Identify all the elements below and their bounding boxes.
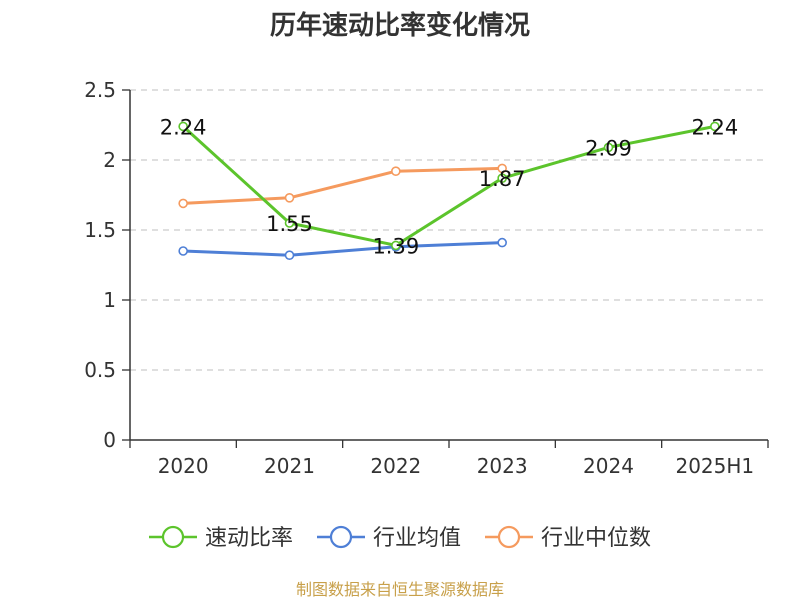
legend[interactable]: 速动比率 行业均值 行业中位数: [149, 525, 651, 551]
data-labels: 2.24 1.55 1.39 1.87 2.09 2.24: [160, 115, 738, 258]
series-group: [178, 121, 720, 260]
x-tick-label: 2023: [477, 454, 528, 478]
series-point: [603, 142, 614, 153]
legend-item-0[interactable]: 速动比率: [149, 525, 293, 551]
series-point: [497, 163, 507, 174]
data-label: 1.87: [479, 167, 526, 191]
series-point: [391, 166, 401, 176]
legend-label: 行业均值: [373, 526, 461, 551]
data-label: 1.55: [266, 212, 313, 236]
x-tick-label: 2025H1: [675, 454, 754, 478]
legend-label: 行业中位数: [541, 526, 651, 551]
grid-lines: [130, 89, 768, 371]
legend-item-1[interactable]: 行业均值: [317, 525, 461, 551]
x-tick-label: 2024: [583, 454, 634, 478]
series-point: [178, 246, 188, 256]
y-tick-label: 0: [103, 428, 116, 452]
y-tick-label: 1: [103, 288, 116, 312]
y-tick-label: 0.5: [84, 358, 116, 382]
series-point: [391, 240, 401, 251]
y-tick-label: 1.5: [84, 218, 116, 242]
legend-circle-icon: [329, 525, 353, 549]
series-line-1: [183, 241, 503, 257]
x-tick-label: 2020: [158, 454, 209, 478]
series-line-0: [182, 124, 716, 247]
y-tick-label: 2.5: [84, 78, 116, 102]
series-point: [710, 121, 720, 132]
data-label: 2.24: [691, 115, 738, 139]
x-tick-label: 2022: [370, 454, 421, 478]
legend-circle-icon: [497, 525, 521, 549]
series-point: [178, 198, 188, 209]
legend-circle-icon: [161, 525, 185, 549]
source-note: 制图数据来自恒生聚源数据库: [296, 580, 504, 599]
y-tick-label: 2: [103, 148, 116, 172]
series-line-2: [183, 166, 503, 205]
series-point: [284, 193, 295, 203]
data-label: 1.39: [372, 234, 419, 258]
legend-label: 速动比率: [205, 526, 293, 551]
data-label: 2.09: [585, 136, 632, 160]
series-point: [284, 250, 295, 260]
data-label: 2.24: [160, 115, 207, 139]
axes: 0 0.5 1 1.5 2 2.5 2020 2021 2022 2023 2024 2025H1: [84, 78, 769, 478]
legend-item-2[interactable]: 行业中位数: [485, 525, 651, 551]
x-tick-label: 2021: [264, 454, 315, 478]
series-point: [178, 121, 188, 132]
series-point: [284, 218, 295, 228]
series-point: [497, 173, 507, 183]
series-point: [497, 237, 507, 248]
chart-title: 历年速动比率变化情况: [270, 10, 530, 41]
